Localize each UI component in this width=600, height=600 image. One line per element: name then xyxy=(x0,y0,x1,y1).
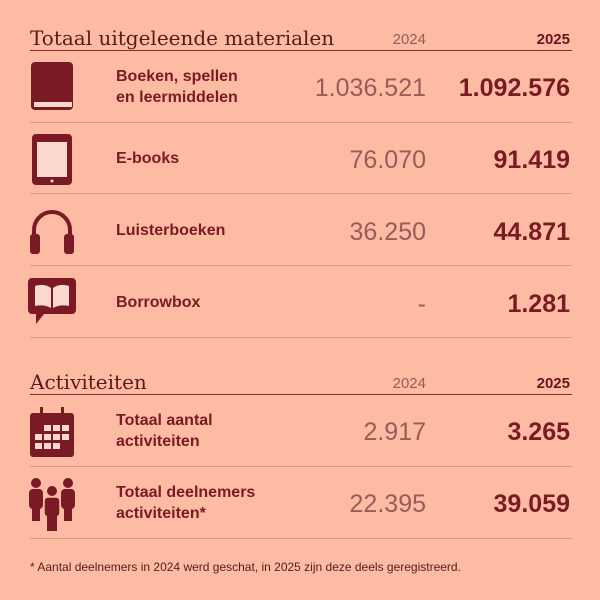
value-2025: 44.871 xyxy=(493,218,570,246)
row-label: Totaal deelnemers activiteiten* xyxy=(116,484,256,522)
calendar-icon xyxy=(30,407,74,457)
footnote: * Aantal deelnemers in 2024 werd geschat… xyxy=(30,560,461,574)
value-2025: 1.281 xyxy=(507,290,570,318)
book-icon xyxy=(31,62,73,110)
headphones-icon xyxy=(30,210,74,254)
year-2025-header: 2025 xyxy=(536,375,570,392)
value-2025: 39.059 xyxy=(493,490,570,518)
header-divider xyxy=(30,394,572,395)
row-label: E-books xyxy=(116,150,180,167)
value-2024: 1.036.521 xyxy=(314,74,426,102)
section-title-activities: Activiteiten xyxy=(30,370,147,394)
section-title-materials: Totaal uitgeleende materialen xyxy=(30,26,335,50)
year-2025-header: 2025 xyxy=(536,31,570,48)
row-divider xyxy=(30,122,572,123)
row-label: Borrowbox xyxy=(116,294,201,311)
header-divider xyxy=(30,50,572,51)
tablet-icon xyxy=(32,134,72,185)
open-book-speech-bubble-icon xyxy=(28,278,76,324)
value-2025: 1.092.576 xyxy=(458,74,570,102)
row-label: Luisterboeken xyxy=(116,222,226,239)
value-2025: 3.265 xyxy=(507,418,570,446)
value-2025: 91.419 xyxy=(493,146,570,174)
row-divider xyxy=(30,265,572,266)
year-2024-header: 2024 xyxy=(392,375,426,392)
value-2024: 36.250 xyxy=(349,218,426,246)
row-label: Totaal aantal activiteiten xyxy=(116,412,213,450)
value-2024: 76.070 xyxy=(349,146,426,174)
row-label: Boeken, spellen en leermiddelen xyxy=(116,68,238,106)
row-divider xyxy=(30,193,572,194)
people-group-icon xyxy=(29,478,75,531)
year-2024-header: 2024 xyxy=(392,31,426,48)
value-2024: - xyxy=(417,290,426,318)
value-2024: 22.395 xyxy=(349,490,426,518)
row-divider xyxy=(30,337,572,338)
row-divider xyxy=(30,538,572,539)
value-2024: 2.917 xyxy=(363,418,426,446)
row-divider xyxy=(30,466,572,467)
